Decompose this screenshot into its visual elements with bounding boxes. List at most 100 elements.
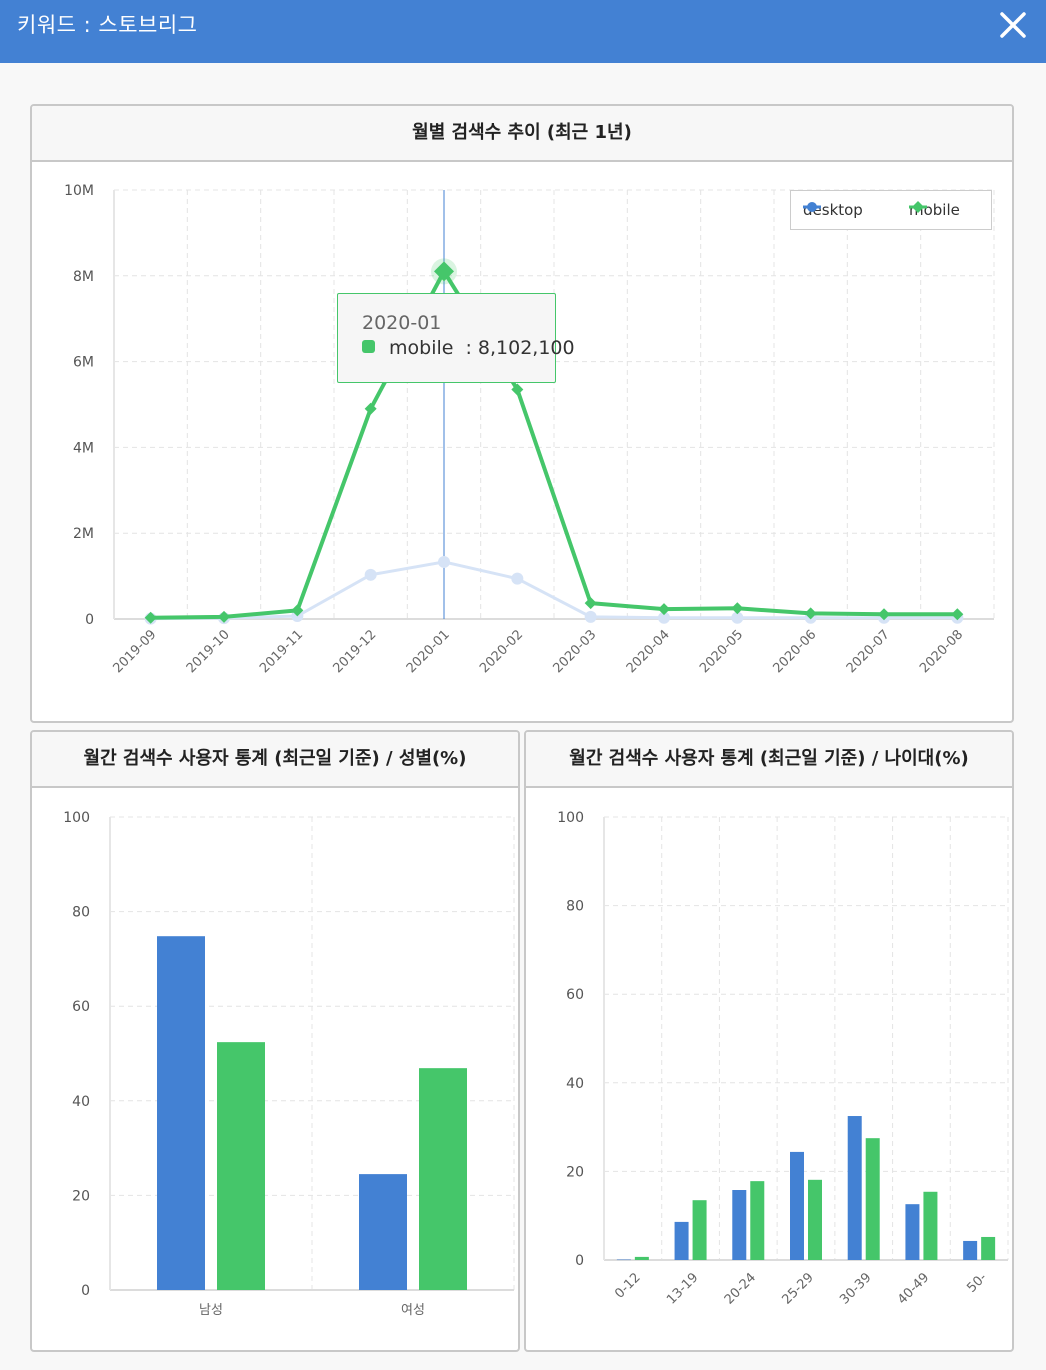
mobile-bar[interactable] [634, 1256, 649, 1260]
y-tick-label: 20 [566, 1164, 584, 1180]
mobile-series-line [150, 269, 958, 620]
y-tick-label: 0 [81, 1283, 90, 1299]
gender-stats-panel: 월간 검색수 사용자 통계 (최근일 기준) / 성별(%) 0 20 40 60 80… [30, 730, 520, 1352]
keyword-title: 키워드 : 스토브리그 [17, 13, 198, 37]
desktop-point[interactable] [438, 555, 450, 568]
tooltip-date: 2020-01 [362, 312, 442, 334]
y-tick-label: 60 [72, 999, 90, 1015]
x-tick-label: 40-49 [895, 1270, 932, 1307]
mobile-bar[interactable] [865, 1138, 880, 1260]
chart-legend: desktop mobile [790, 190, 992, 230]
desktop-bar[interactable] [847, 1116, 862, 1260]
desktop-bar[interactable] [790, 1151, 804, 1260]
mobile-point[interactable] [584, 597, 597, 610]
diamond-marker-icon [909, 201, 927, 213]
mobile-point[interactable] [804, 607, 817, 620]
tooltip-separator: : [465, 337, 472, 359]
desktop-bar[interactable] [157, 936, 205, 1290]
x-tick-label: 2020-03 [550, 627, 599, 676]
legend-item-mobile[interactable]: mobile [909, 201, 960, 219]
desktop-point[interactable] [584, 610, 597, 623]
x-tick-label: 2020-02 [477, 627, 526, 676]
tooltip-value: 8,102,100 [477, 337, 575, 359]
desktop-point[interactable] [511, 572, 524, 585]
mobile-bar[interactable] [808, 1179, 822, 1260]
desktop-bar[interactable] [616, 1259, 631, 1261]
x-tick-label: 2019-11 [257, 627, 306, 676]
mobile-point[interactable] [144, 611, 157, 624]
x-tick-label: 30-39 [837, 1270, 874, 1307]
close-button[interactable] [996, 8, 1030, 42]
y-tick-label: 40 [72, 1094, 90, 1110]
x-tick-label: 2020-04 [624, 627, 673, 676]
x-tick-label: 2020-06 [770, 627, 819, 676]
y-tick-label: 80 [566, 899, 584, 915]
x-tick-label: 0-12 [612, 1270, 643, 1301]
y-tick-label: 2M [73, 526, 94, 542]
y-tick-label: 8M [73, 269, 94, 285]
y-tick-label: 40 [566, 1076, 584, 1092]
mobile-point-highlighted[interactable] [434, 261, 454, 282]
legend-item-desktop[interactable]: desktop [803, 201, 863, 219]
mobile-point[interactable] [291, 604, 304, 617]
x-tick-label: 2020-05 [697, 627, 746, 676]
x-tick-label: 남성 [199, 1303, 223, 1318]
x-tick-label: 50- [964, 1270, 990, 1296]
mobile-point[interactable] [218, 610, 230, 623]
x-tick-label: 20-24 [722, 1270, 759, 1307]
x-tick-label: 2019-10 [184, 627, 233, 676]
monthly-trend-title: 월별 검색수 추이 (최근 1년) [32, 106, 1012, 162]
desktop-series-line [150, 560, 958, 621]
y-tick-label: 80 [72, 905, 90, 921]
mobile-bar[interactable] [981, 1236, 996, 1260]
gender-bar-chart[interactable]: 0 20 40 60 80 100 남성 여성 [32, 732, 520, 1352]
x-tick-label: 여성 [401, 1303, 425, 1318]
x-tick-label: 2019-09 [110, 627, 159, 676]
y-tick-label: 10M [64, 183, 94, 199]
desktop-bar[interactable] [732, 1190, 747, 1260]
desktop-bar[interactable] [359, 1174, 407, 1290]
tooltip-value-row: mobile :8,102,100 [362, 337, 575, 359]
mobile-bar[interactable] [419, 1068, 467, 1290]
mobile-bar[interactable] [750, 1181, 765, 1260]
y-tick-label: 0 [575, 1253, 584, 1269]
mobile-bar[interactable] [217, 1042, 265, 1290]
mobile-point[interactable] [364, 402, 377, 415]
x-tick-label: 13-19 [664, 1270, 701, 1307]
y-tick-label: 20 [72, 1188, 90, 1204]
modal-header: 키워드 : 스토브리그 [0, 0, 1046, 63]
age-stats-title: 월간 검색수 사용자 통계 (최근일 기준) / 나이대(%) [526, 732, 1012, 788]
monthly-trend-panel: 월별 검색수 추이 (최근 1년) 0 2M 4M 6M 8M 10M 2019-09 201… [30, 104, 1014, 723]
y-tick-label: 100 [63, 810, 90, 826]
mobile-point[interactable] [951, 608, 964, 621]
desktop-bar[interactable] [963, 1240, 978, 1260]
desktop-point[interactable] [658, 611, 670, 624]
y-tick-label: 0 [85, 612, 94, 628]
mobile-point[interactable] [658, 603, 670, 616]
mobile-bar[interactable] [923, 1191, 938, 1260]
close-icon [1000, 12, 1026, 38]
tooltip-series: mobile [389, 337, 454, 359]
y-tick-label: 60 [566, 987, 584, 1003]
gender-stats-title: 월간 검색수 사용자 통계 (최근일 기준) / 성별(%) [32, 732, 518, 788]
circle-marker-icon [803, 202, 821, 212]
x-tick-label: 2020-08 [917, 627, 966, 676]
mobile-point[interactable] [511, 383, 524, 396]
mobile-point[interactable] [878, 608, 890, 621]
desktop-point[interactable] [731, 611, 744, 624]
monthly-line-chart[interactable]: 0 2M 4M 6M 8M 10M 2019-09 2019-10 2019-11 2019-12… [32, 106, 1014, 723]
data-tooltip: 2020-01 mobile :8,102,100 [337, 293, 575, 383]
y-tick-label: 4M [73, 440, 94, 456]
desktop-point[interactable] [364, 568, 377, 581]
y-tick-label: 6M [73, 355, 94, 371]
desktop-bar[interactable] [674, 1221, 689, 1260]
x-tick-label: 2019-12 [330, 627, 379, 676]
age-stats-panel: 월간 검색수 사용자 통계 (최근일 기준) / 나이대(%) 0 20 40 60 8… [524, 730, 1014, 1352]
mobile-bar[interactable] [692, 1200, 707, 1260]
age-bar-chart[interactable]: 0 20 40 60 80 100 0-12 13-19 20-24 25-29 30-39 40-4… [526, 732, 1014, 1352]
x-tick-label: 25-29 [780, 1270, 817, 1307]
mobile-point[interactable] [731, 602, 744, 615]
y-tick-label: 100 [557, 810, 584, 826]
desktop-bar[interactable] [905, 1204, 920, 1260]
x-tick-label: 2020-01 [404, 627, 453, 676]
